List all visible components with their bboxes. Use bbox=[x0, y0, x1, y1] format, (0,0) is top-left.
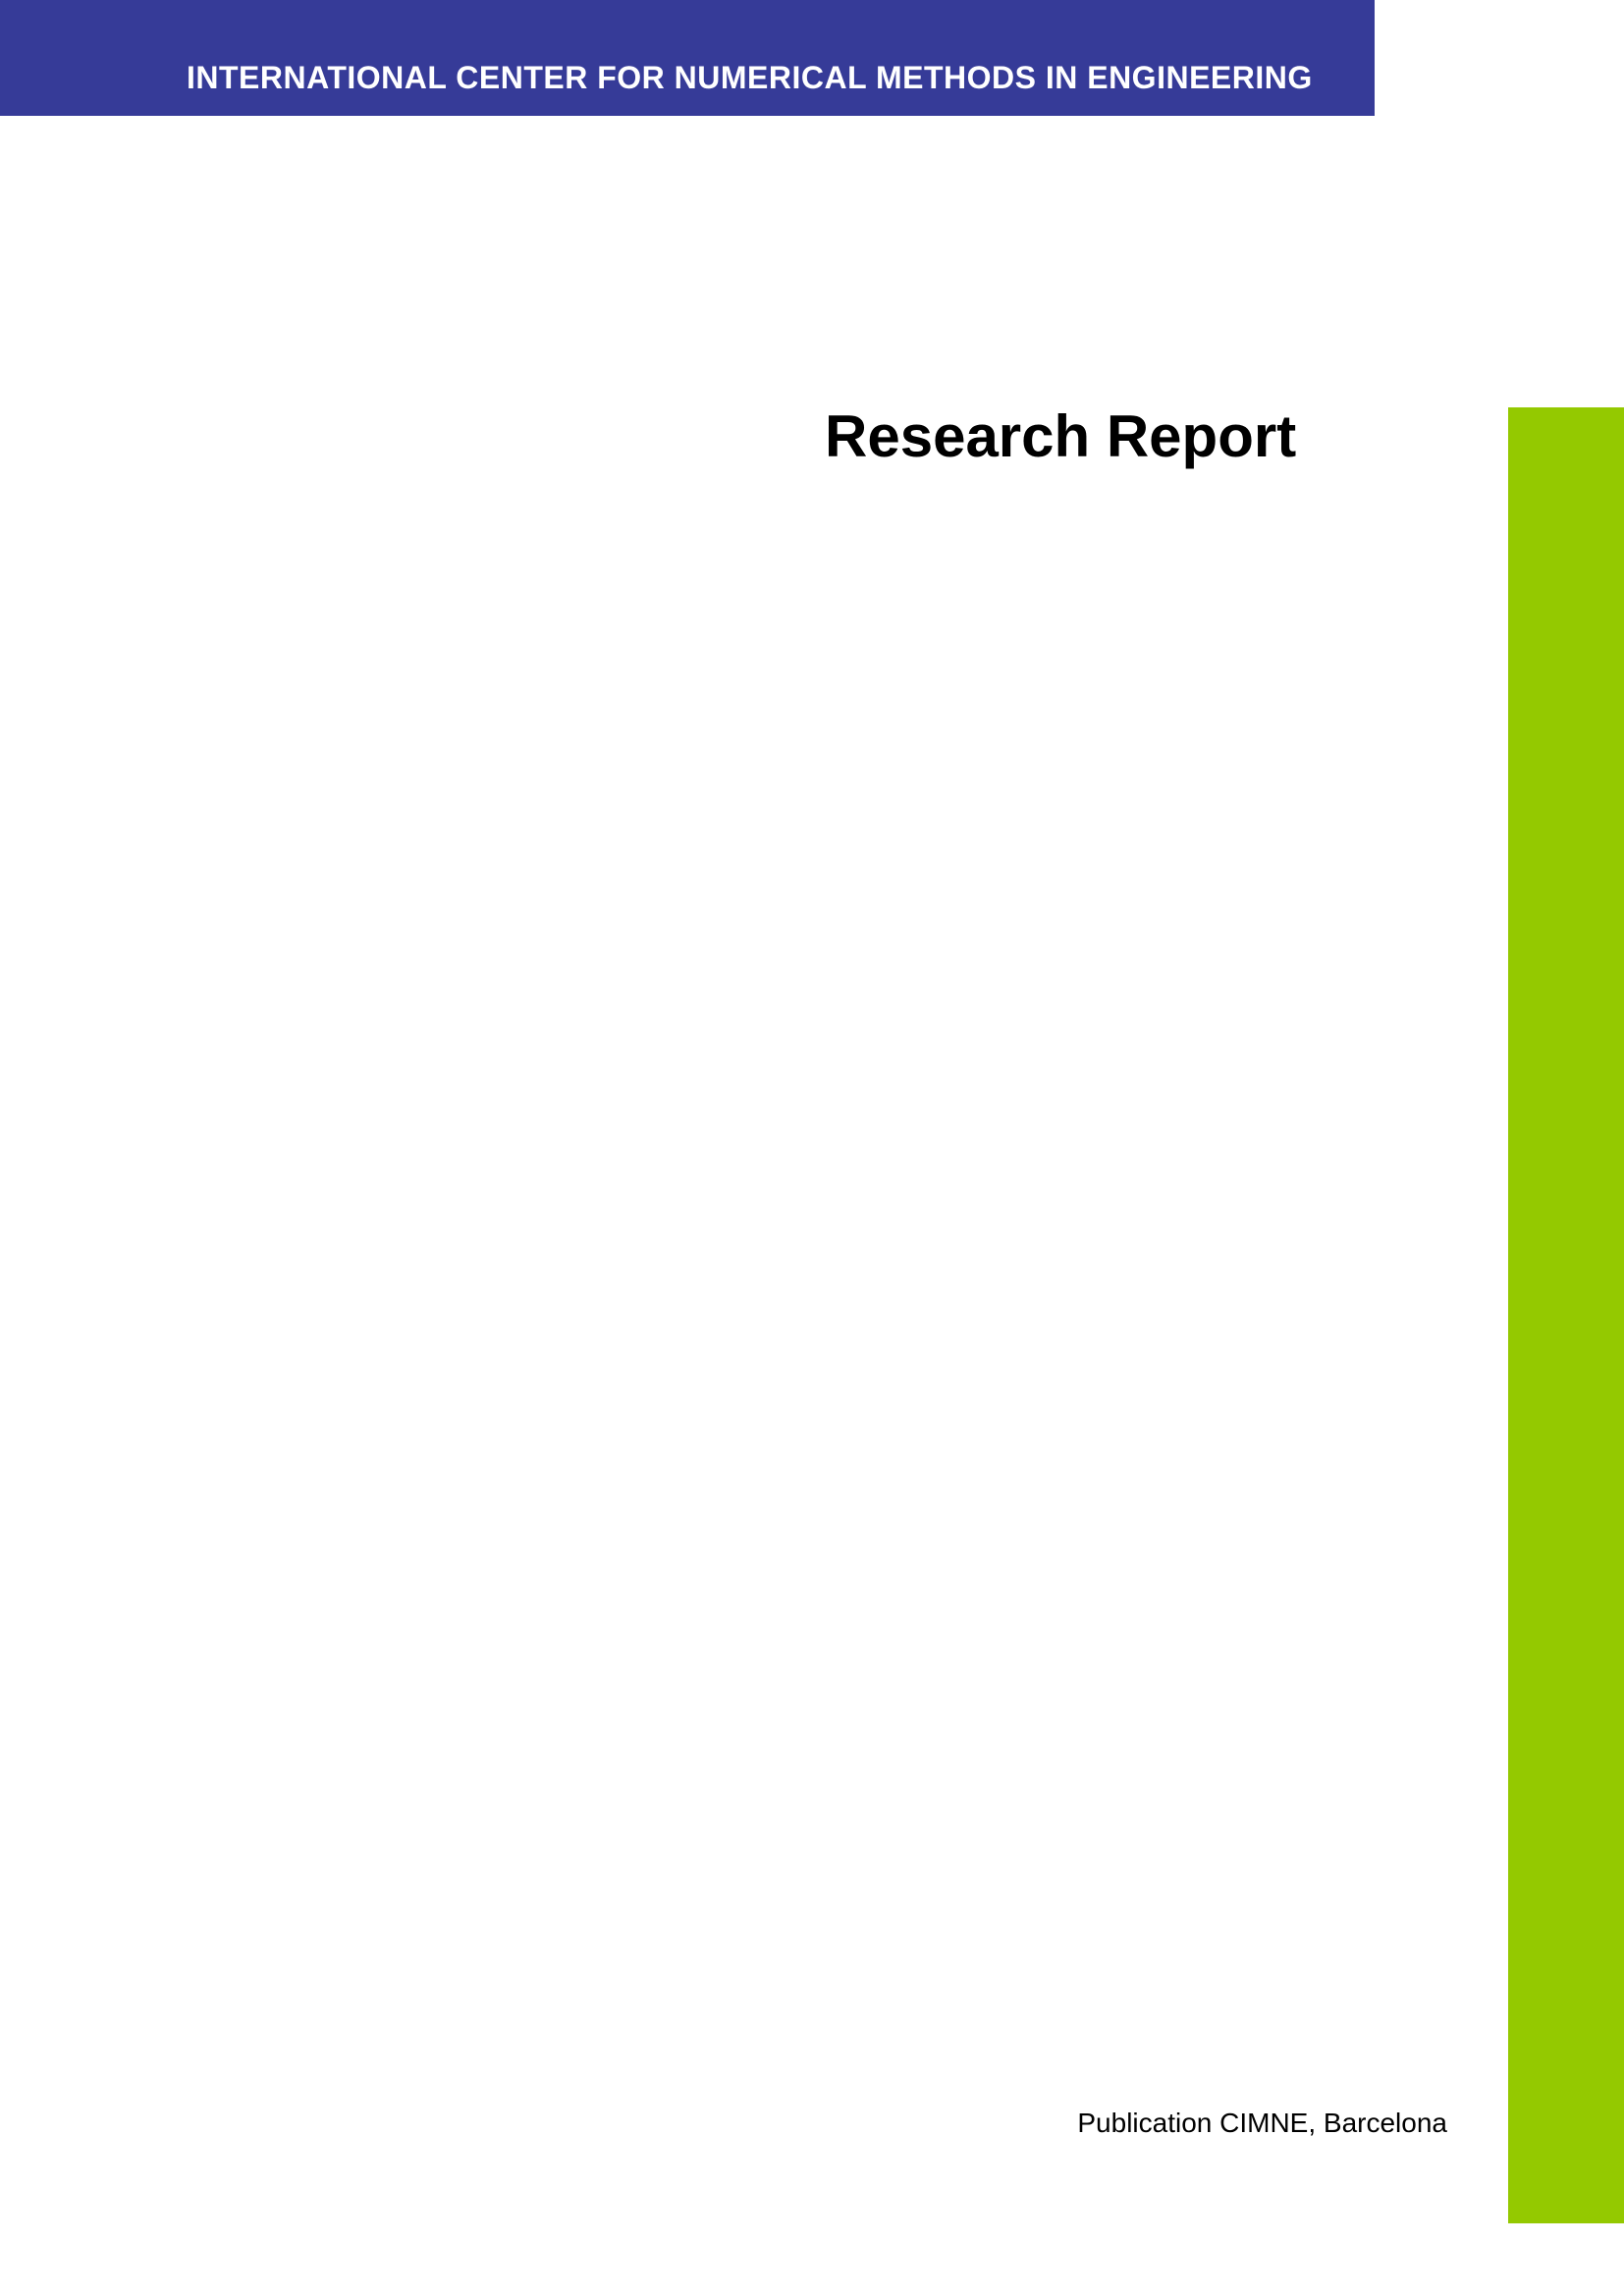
header-bar: INTERNATIONAL CENTER FOR NUMERICAL METHO… bbox=[0, 0, 1375, 116]
report-title: Research Report bbox=[825, 402, 1296, 470]
publication-info: Publication CIMNE, Barcelona bbox=[1077, 2108, 1447, 2139]
organization-name: INTERNATIONAL CENTER FOR NUMERICAL METHO… bbox=[187, 60, 1313, 96]
side-accent-bar bbox=[1508, 407, 1624, 2223]
